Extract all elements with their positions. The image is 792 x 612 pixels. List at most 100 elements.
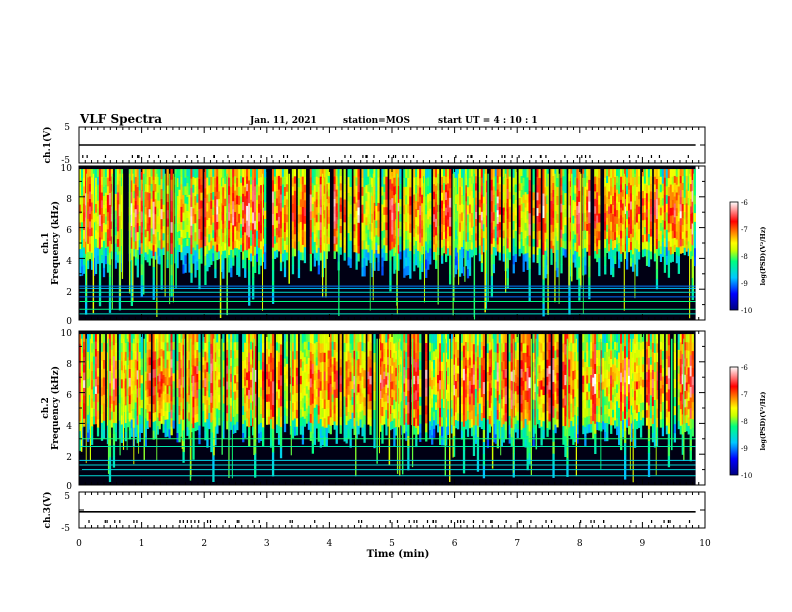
spectrogram-cell [166,234,169,244]
spectrogram-cell [275,249,279,258]
spectrogram-cell [385,222,388,231]
spectrogram-cell [303,357,307,366]
spectrogram-cell [512,264,515,274]
spectrogram-cell [188,342,191,352]
spectrogram-cell [275,350,279,360]
spectrogram-cell [196,202,199,212]
spectrogram-cell [494,219,497,227]
spectrogram-cell [464,209,468,218]
spectrogram-cell [134,351,137,361]
spectrogram-cell [202,372,205,381]
spectrogram-cell [232,217,235,226]
spectrogram-cell [180,176,183,185]
spectrogram-cell [397,228,400,237]
spectrogram-cell [200,231,203,241]
spectrogram-cell [399,214,402,222]
spectrogram-cell [218,198,221,207]
spectrogram-cell [625,202,629,212]
spectrogram-cell [407,265,410,275]
spectrogram-cell [357,192,360,201]
spectrogram-cell [238,178,241,188]
spectrogram-cell [293,227,297,235]
spectrogram-cell [216,425,219,434]
spectrogram-cell [309,334,313,344]
spectrogram-cell [584,186,587,196]
spectrogram-cell [629,217,633,227]
spectrogram-cell [263,202,267,211]
spectrogram-cell [166,334,169,343]
spectrogram-cell [681,196,684,205]
spectrogram-cell [168,368,171,378]
spectrogram-cell [671,199,675,208]
spectrogram-cell [246,213,249,221]
spectrogram-cell [86,405,90,416]
spectrogram-cell [685,189,688,197]
ch1-colorbar-scale [729,201,739,311]
spectrogram-cell [484,203,488,216]
spectrogram-cell [375,205,378,214]
spectrogram-cell [657,190,661,199]
spectrogram-cell [622,238,625,246]
spectrogram-cell [671,192,675,201]
spectrogram-cell [518,198,521,206]
spectrogram-cell [661,183,665,192]
spectrogram-cell [627,210,631,218]
spectrogram-cell [98,248,102,261]
spectrogram-cell [218,228,221,237]
spectrogram-cell [178,334,181,344]
spectrogram-cell [677,256,680,266]
spectrogram-cell [96,176,100,186]
spectrogram-cell [124,378,128,388]
spectrogram-cell [574,193,577,203]
spectrogram-cell [586,244,589,252]
spectrogram-cell [108,240,112,254]
spectrogram-cell [204,207,207,218]
spectrogram-cell [454,256,458,266]
spectrogram-cell [164,342,167,352]
spectrogram-cell [96,169,100,178]
spectrogram-cell [423,169,426,177]
spectrogram-cell [258,195,261,205]
spectrogram-cell [596,184,599,193]
spectrogram-cell [429,192,432,202]
spectrogram-cell [610,177,613,187]
spectrogram-cell [637,244,641,253]
spectrogram-cell [82,212,86,222]
spectrogram-cell [335,223,338,232]
spectrogram-cell [335,189,338,197]
spectrogram-cell [216,252,219,261]
spectrogram-cell [214,435,217,446]
spectrogram-cell [576,251,579,262]
spectrogram-cell [92,371,96,380]
spectrogram-cell [275,408,279,417]
spectrogram-cell [285,222,289,230]
spectrogram-cell [667,268,671,278]
spectrogram-cell [234,247,237,256]
spectrogram-cell [315,365,318,374]
spectrogram-cell [397,236,400,246]
spectrogram-cell [156,417,159,427]
spectrogram-cell [273,236,277,245]
spectrogram-cell [136,424,139,435]
spectrogram-cell [102,213,106,224]
spectrogram-cell [683,240,686,249]
spectrogram-cell [164,385,167,395]
spectrogram-cell [82,418,86,427]
spectrogram-cell [317,343,320,353]
spectrogram-cell [365,249,368,258]
spectrogram-cell [178,379,181,389]
spectrogram-cell [355,177,358,187]
spectrogram-cell [689,184,692,192]
spectrogram-cell [448,188,452,199]
spectrogram-cell [194,205,197,215]
spectrogram-cell [319,207,322,215]
spectrogram-cell [140,416,143,425]
spectrogram-cell [258,169,261,179]
spectrogram-cell [381,195,384,205]
spectrogram-cell [596,176,599,185]
spectrogram-cell [248,180,251,193]
ch1-ytick-bottom: -5 [61,156,70,166]
spectrogram-cell [512,177,515,187]
spectrogram-cell [162,197,165,206]
spectrogram-cell [279,426,283,438]
